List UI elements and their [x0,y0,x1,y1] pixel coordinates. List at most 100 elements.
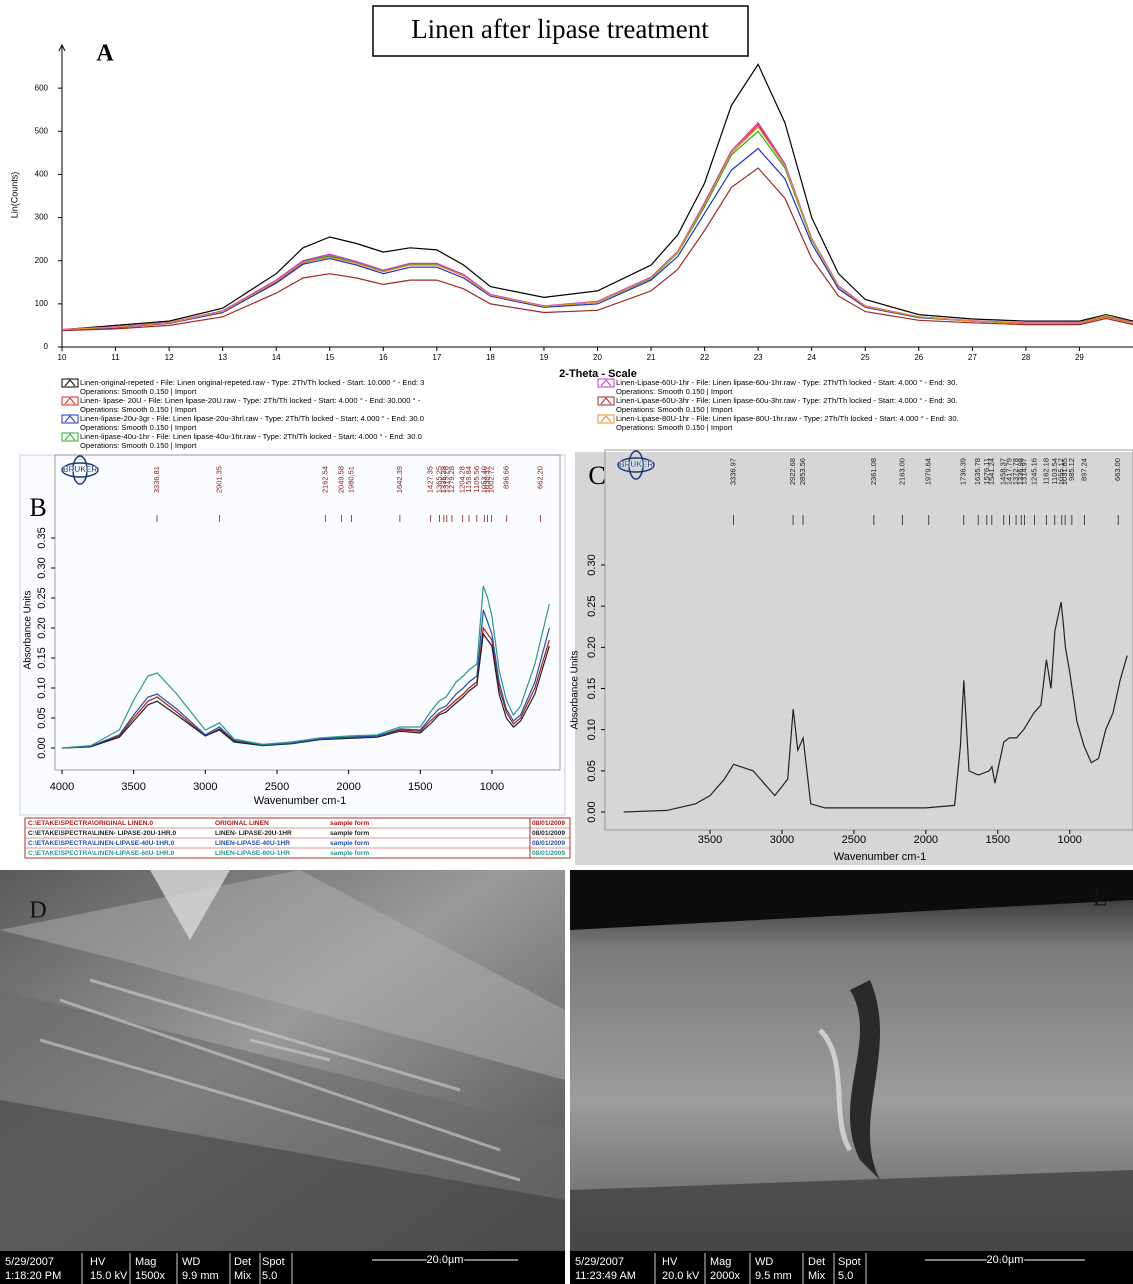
y-tick-label: 300 [35,213,49,222]
info-value: 11:23:49 AM [575,1270,636,1282]
y-tick-label: 500 [35,126,49,135]
peak-label: 2049.58 [337,466,346,493]
data-line [61,632,550,749]
x-tick-label: 23 [754,353,763,362]
scale-bar-label: 20.0µm [987,1254,1024,1266]
y-tick-label: 0.25 [586,595,598,616]
x-tick-label: 24 [807,353,816,362]
x-tick-label: 11 [111,353,120,362]
y-tick-label: 200 [35,256,49,265]
legend-entry: LINEN- LIPASE-20U-1HR [215,830,292,837]
peak-label: 1635.78 [973,458,982,485]
sem-image-d [0,870,565,1252]
info-header: Spot [262,1256,285,1268]
legend-form: sample form [330,820,369,827]
legend-swatch [597,396,615,406]
panel-label: C [588,461,605,490]
peak-label: 1002.72 [487,466,496,493]
y-tick-label: 100 [35,299,49,308]
peak-label: 985.12 [1067,458,1076,481]
info-header: Mag [710,1256,731,1268]
info-value: 1:18:20 PM [5,1270,61,1282]
axis-arrow [58,43,66,52]
y-axis-label: Lin(Counts) [9,172,19,219]
legend-note: Operations: Smooth 0.150 | Import [80,405,197,414]
peak-label: 3336.81 [152,466,161,493]
y-tick-label: 0.00 [586,801,598,822]
peak-label: 1336.98 [1016,458,1025,485]
legend-swatch [61,396,79,406]
legend-file: C:\ETAKE\SPECTRA\LINEN-LIPASE-40U-1HR.0 [28,840,175,847]
info-header: WD [182,1256,200,1268]
peak-label: 1279.28 [447,466,456,493]
x-tick-label: 25 [861,353,870,362]
y-tick-label: 600 [35,83,49,92]
panel-label: B [29,493,46,522]
x-tick-label: 10 [58,353,67,362]
x-tick-label: 3500 [698,834,722,846]
legend-entry: Linen-Lipase-80U-1hr - File: Linen lipas… [616,414,959,423]
peak-label: 1417.79 [1005,458,1014,485]
data-line [61,167,1133,332]
peak-label: 1980.51 [346,466,355,493]
peak-label: 1372.78 [1011,458,1020,485]
x-tick-label: 21 [647,353,656,362]
legend-swatch-glyph [600,415,612,423]
info-header: WD [755,1256,773,1268]
legend-date: 08/01/2009 [532,820,565,827]
x-tick-label: 28 [1021,353,1030,362]
peak-label: 1979.64 [924,458,933,485]
panel-b-background [19,454,566,816]
legend-swatch [61,432,79,442]
logo-ring [72,455,88,485]
legend-date: 08/01/2009 [532,840,565,847]
scale-bar-label: 20.0µm [427,1254,464,1266]
legend-entry: Linen-lipase-20u-3gr - File: Linen lipas… [80,414,424,423]
peak-label: 2163.00 [897,458,906,485]
x-tick-label: 12 [165,353,174,362]
x-tick-label: 1000 [1057,834,1081,846]
legend-entry: Linen-original-repeted - File: Linen ori… [80,378,424,387]
panel-label: E [1093,886,1108,912]
legend-swatch-glyph [64,415,76,423]
y-tick-label: 0.05 [36,707,48,728]
x-tick-label: 14 [272,353,281,362]
info-value: 2000x [710,1270,740,1282]
data-line [61,63,1133,331]
panel-label: D [29,898,46,924]
x-tick-label: 27 [968,353,977,362]
y-tick-label: 0.15 [36,647,48,668]
x-tick-label: 1000 [480,781,504,793]
x-tick-label: 3000 [770,834,794,846]
peak-label: 662.20 [535,466,544,489]
peak-label: 1103.54 [1050,458,1059,485]
y-tick-label: 0.35 [36,527,48,548]
peak-label: 1576.11 [982,458,991,485]
info-value: 9.9 mm [182,1270,219,1282]
legend-date: 08/01/2009 [532,830,565,837]
info-value: 9.5 mm [755,1270,792,1282]
data-line [61,130,1133,331]
legend-file: C:\ETAKE\SPECTRA\LINEN- LIPASE-20U-1HR.0 [28,830,176,837]
legend-swatch-glyph [600,397,612,405]
info-header: 5/29/2007 [5,1256,54,1268]
y-axis-label: Absorbance Units [23,591,34,670]
peak-label: 1245.16 [1029,458,1038,485]
data-line [61,609,550,749]
x-axis-label: 2-Theta - Scale [559,368,637,380]
peak-label: 1427.35 [426,466,435,493]
info-value: 1500x [135,1270,165,1282]
data-line [61,123,1133,331]
x-tick-label: 26 [914,353,923,362]
info-header: Spot [838,1256,861,1268]
data-line [61,121,1133,330]
legend-entry: Linen-lipase-40u-1hr - File: Linen lipas… [80,432,422,441]
logo-ring [617,457,655,473]
x-tick-label: 2500 [265,781,289,793]
legend-swatch [61,414,79,424]
peak-label: 2922.68 [788,458,797,485]
logo-text: BRUKER [63,465,97,474]
peak-label: 1162.18 [1041,458,1050,485]
legend-note: Operations: Smooth 0.150 | Import [80,387,197,396]
